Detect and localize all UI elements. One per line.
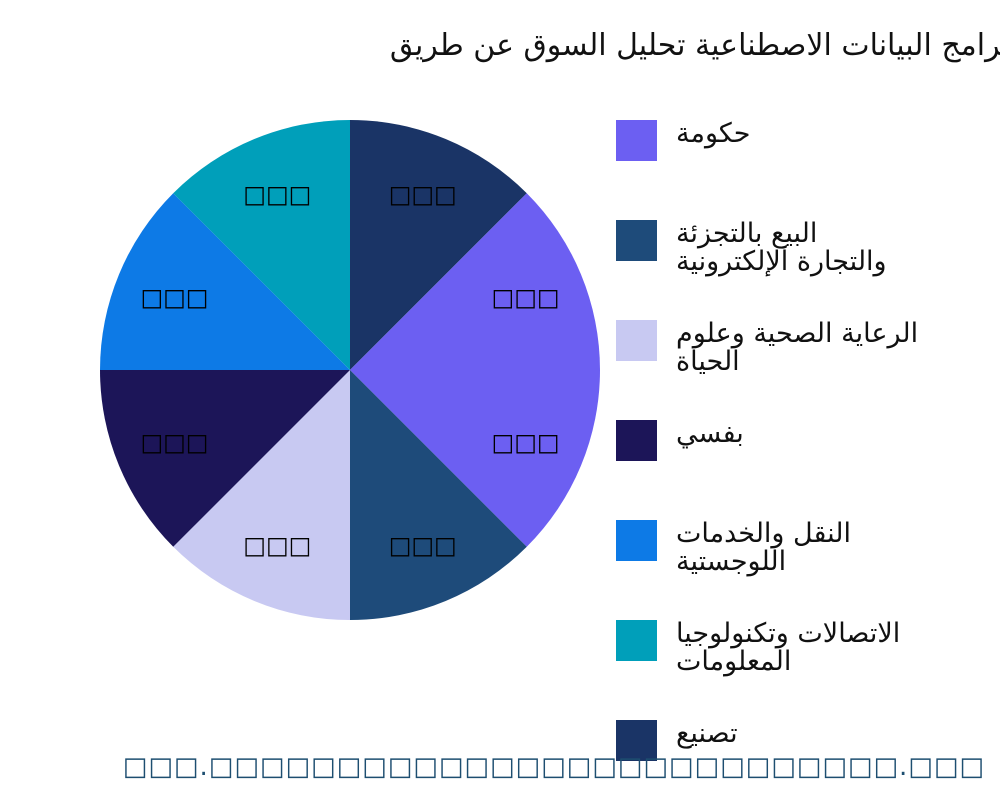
legend-swatch	[616, 320, 657, 361]
legend-swatch	[616, 720, 657, 761]
legend-swatch	[616, 620, 657, 661]
slice-label: □□□	[389, 532, 457, 560]
slice-label: □□□	[243, 180, 311, 208]
legend-swatch	[616, 420, 657, 461]
slice-label: □□□	[492, 429, 560, 457]
slice-label: □□□	[389, 180, 457, 208]
legend-item[interactable]: بفسي	[616, 420, 1000, 480]
legend-item[interactable]: حكومة	[616, 120, 1000, 180]
legend-label: تصنيع	[676, 720, 738, 749]
pie-slice	[350, 370, 600, 547]
legend-item[interactable]: الرعاية الصحية وعلوم الحياة	[616, 320, 1000, 380]
legend-label: البيع بالتجزئة والتجارة الإلكترونية	[676, 220, 887, 277]
pie-slice	[100, 193, 350, 370]
pie-slice	[173, 120, 350, 370]
slice-label: □□□	[140, 283, 208, 311]
legend-item[interactable]: البيع بالتجزئة والتجارة الإلكترونية	[616, 220, 1000, 280]
chart-title-text: برامج البيانات الاصطناعية تحليل السوق عن…	[389, 28, 1000, 63]
legend-label: الرعاية الصحية وعلوم الحياة	[676, 320, 919, 377]
slice-label: □□□	[243, 532, 311, 560]
legend-swatch	[616, 120, 657, 161]
watermark: □□□.□□□□□□□□□□□□□□□□□□□□□□□□□□□.□□□	[122, 752, 985, 782]
slice-label: □□□	[492, 283, 560, 311]
legend-label: حكومة	[676, 120, 751, 149]
legend-item[interactable]: الاتصالات وتكنولوجيا المعلومات	[616, 620, 1000, 680]
legend-label: بفسي	[676, 420, 744, 449]
pie-slice	[173, 370, 350, 620]
pie-slice	[350, 370, 527, 620]
pie-slice	[350, 193, 600, 370]
pie-slice	[100, 370, 350, 547]
legend-swatch	[616, 220, 657, 261]
legend-item[interactable]: تصنيع	[616, 720, 1000, 780]
legend-label: النقل والخدمات اللوجستية	[676, 520, 852, 577]
legend-label: الاتصالات وتكنولوجيا المعلومات	[676, 620, 901, 677]
pie-slice	[350, 120, 527, 370]
slice-label: □□□	[140, 429, 208, 457]
legend-swatch	[616, 520, 657, 561]
legend-item[interactable]: النقل والخدمات اللوجستية	[616, 520, 1000, 580]
